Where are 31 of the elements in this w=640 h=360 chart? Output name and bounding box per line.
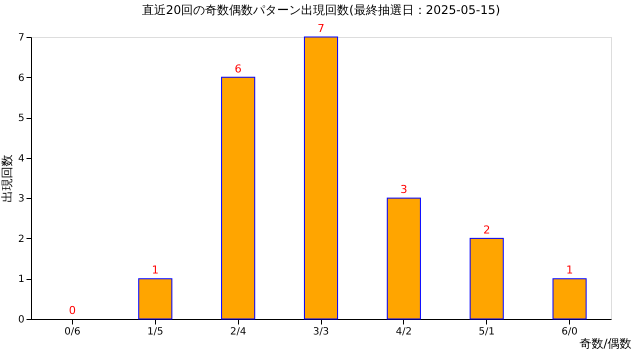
y-tick-label: 1 bbox=[18, 274, 24, 286]
y-tick-label: 0 bbox=[18, 314, 24, 326]
data-label: 1 bbox=[152, 264, 159, 277]
data-label: 0 bbox=[68, 304, 76, 317]
y-tick-label: 5 bbox=[18, 113, 24, 124]
y-tick-label: 4 bbox=[18, 153, 24, 164]
y-tick-label: 6 bbox=[18, 72, 24, 84]
x-tick-label: 6/0 bbox=[562, 326, 578, 338]
x-tick-label: 1/5 bbox=[147, 326, 164, 338]
data-label: 1 bbox=[566, 264, 574, 277]
y-tick-label: 2 bbox=[18, 234, 24, 245]
x-tick-label: 5/1 bbox=[478, 326, 495, 338]
bar bbox=[221, 76, 256, 320]
data-label: 6 bbox=[234, 62, 242, 76]
bar bbox=[138, 278, 172, 320]
x-axis-title: 奇数/偶数 bbox=[579, 336, 632, 350]
x-tick-label: 2/4 bbox=[230, 326, 246, 338]
data-label: 7 bbox=[318, 22, 324, 35]
y-axis-title: 出現回数 bbox=[0, 154, 14, 202]
bar bbox=[386, 198, 421, 320]
bar bbox=[552, 278, 587, 320]
data-label: 2 bbox=[483, 223, 490, 236]
x-tick-label: 3/3 bbox=[312, 326, 330, 338]
chart-title: 直近20回の奇数偶数パターン出現回数(最終抽選日：2025-05-15) bbox=[142, 3, 500, 17]
bar bbox=[470, 238, 504, 320]
x-tick-label: 0/6 bbox=[64, 326, 80, 338]
x-tick-label: 4/2 bbox=[396, 326, 412, 338]
y-tick-label: 7 bbox=[18, 32, 24, 44]
data-label: 3 bbox=[400, 183, 408, 196]
y-tick-label: 3 bbox=[18, 194, 24, 205]
bar bbox=[304, 36, 338, 320]
